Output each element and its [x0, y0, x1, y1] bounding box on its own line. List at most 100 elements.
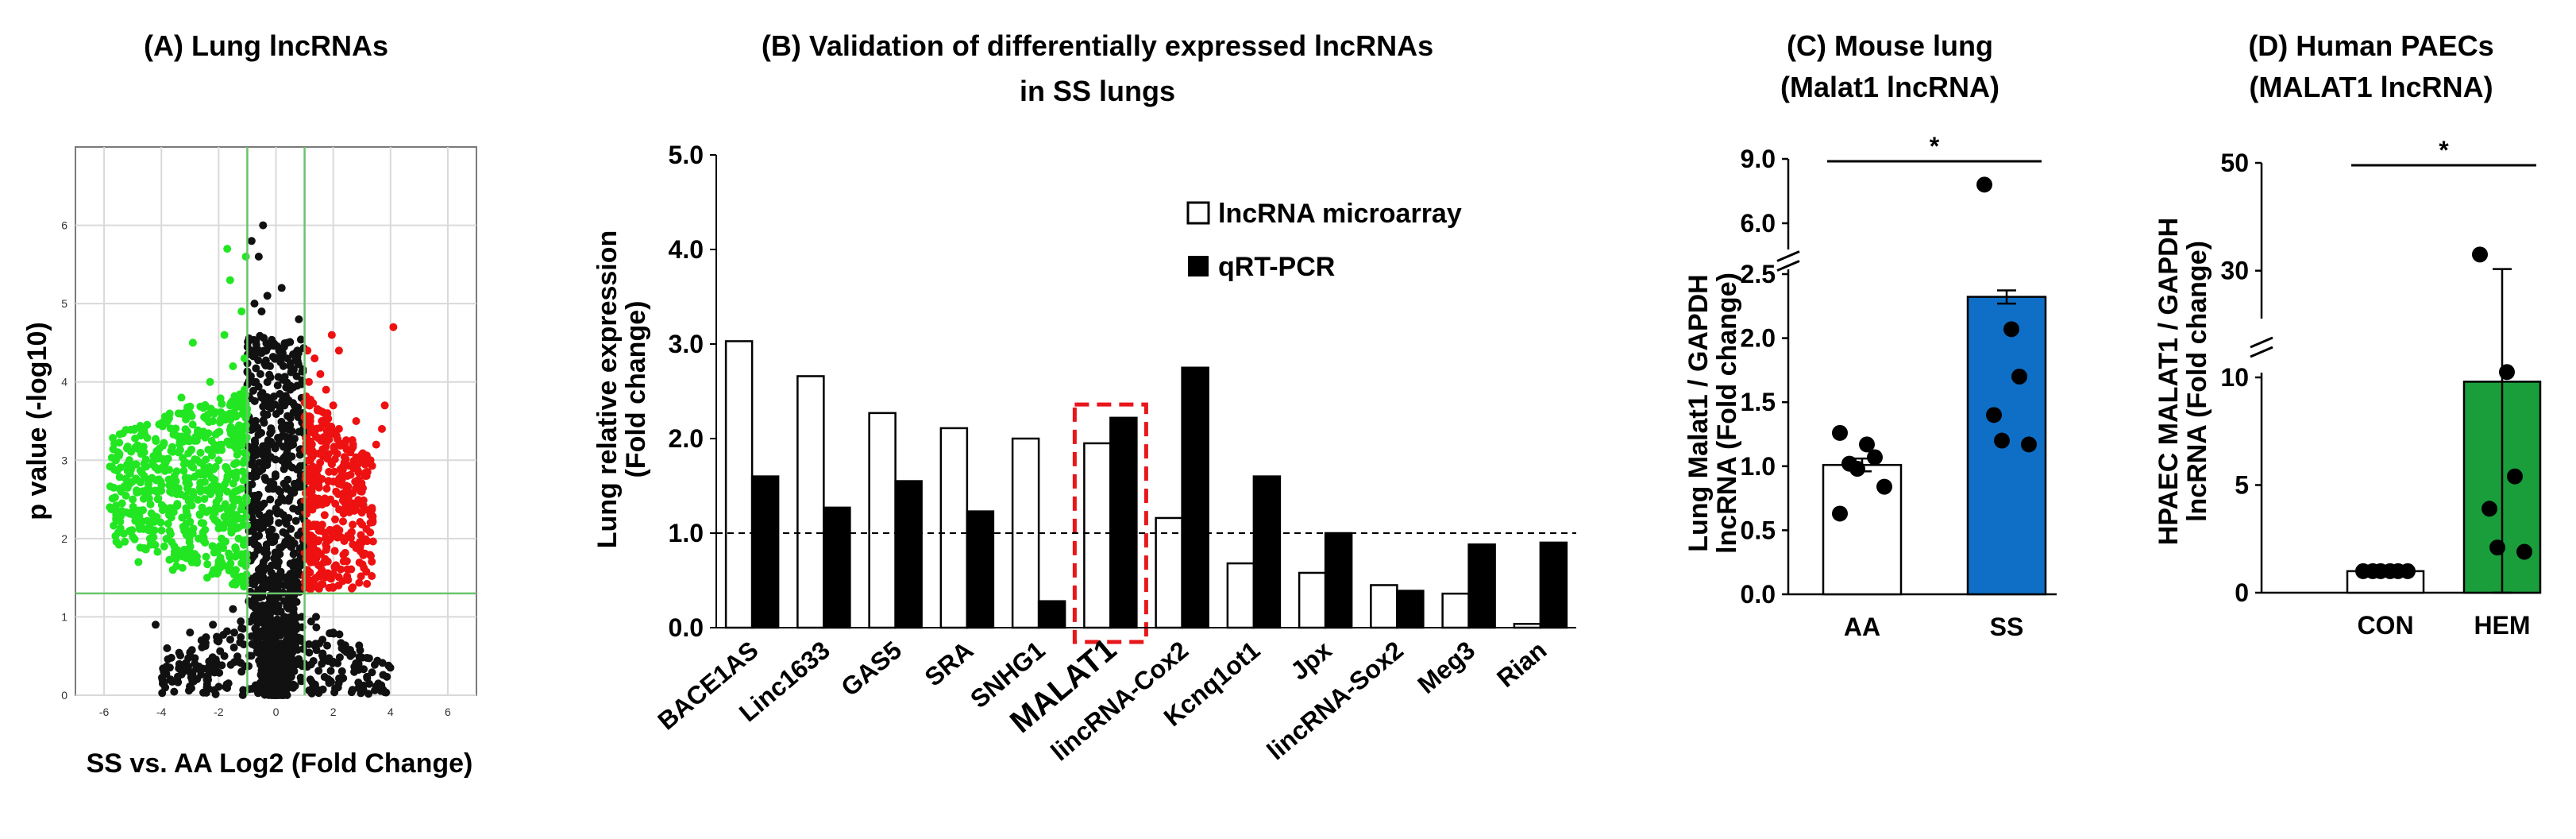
panel-a-point-down [183, 511, 192, 520]
panel-a-point-up [363, 537, 372, 546]
panel-a-point [295, 450, 304, 459]
panel-a-point-up [366, 518, 375, 527]
panel-a-point [248, 480, 256, 489]
panel-a-data-point [234, 393, 243, 402]
panel-b-x-label: Meg3 [1412, 636, 1480, 699]
panel-a-point-down [135, 423, 144, 432]
panel-a-point-ns [239, 686, 248, 694]
panel-a-point-up [354, 475, 363, 484]
panel-a-point-ns [174, 678, 183, 686]
panel-a-point-down [156, 518, 165, 527]
panel-a-point-ns [355, 641, 364, 650]
panel-a-point-down [172, 477, 180, 485]
axis-break-mark [1776, 260, 1800, 272]
panel-a-x-label: SS vs. AA Log2 (Fold Change) [87, 748, 473, 779]
panel-a-point [255, 532, 264, 540]
panel-b-bar-qrtpcr [1181, 366, 1209, 629]
panel-a-point-ns [188, 676, 197, 685]
panel-a-point-ns [280, 659, 288, 667]
panel-a-point [272, 561, 281, 570]
panel-a-point [250, 551, 259, 559]
panel-a-data-point [188, 338, 197, 347]
panel-b-bar-qrtpcr [750, 475, 780, 629]
panel-a-data-point [327, 331, 336, 339]
panel-a-data-point [306, 417, 314, 425]
panel-a-point [284, 460, 293, 469]
panel-b-bar-microarray [939, 427, 969, 629]
panel-a-point-down [178, 563, 187, 572]
panel-a-point-down [221, 500, 229, 508]
panel-a-point [261, 362, 270, 370]
panel-a-point-up [323, 569, 332, 578]
panel-a-point-ns [329, 657, 337, 666]
panel-a-point [259, 561, 268, 570]
panel-a-point-ns [230, 628, 239, 637]
panel-a-point-ns [226, 660, 235, 669]
panel-a-point-up [368, 512, 377, 521]
panel-a-data-point [160, 542, 168, 551]
data-point [2499, 364, 2515, 381]
panel-a-point-down [227, 438, 236, 447]
panel-a-data-point [318, 566, 326, 574]
panel-a-point-down [226, 416, 235, 424]
panel-a-point-down [173, 500, 182, 508]
panel-a-data-point [290, 479, 299, 488]
panel-a-y-label: p value (-log10) [22, 322, 52, 520]
panel-a-point-down [126, 425, 135, 434]
panel-a-data-point [254, 346, 263, 355]
panel-a-data-point [229, 362, 237, 370]
panel-a-point [289, 550, 298, 559]
panel-a-point-ns [378, 659, 387, 667]
panel-a-point-ns [339, 674, 348, 682]
panel-a-y-tick: 3 [61, 454, 67, 466]
panel-a-point-ns [370, 660, 379, 669]
panel-b-bar-qrtpcr [1037, 600, 1066, 629]
panel-b-bar-microarray [1298, 571, 1327, 629]
panel-a-point-down [137, 431, 145, 440]
panel-a-point-down [225, 549, 233, 558]
panel-a-point-ns [290, 667, 299, 675]
panel-a-point [250, 462, 259, 471]
panel-a-point-down [166, 504, 175, 512]
panel-a-point-up [345, 488, 353, 497]
panel-a-point-down [183, 427, 191, 436]
panel-a-point-down [110, 439, 119, 448]
panel-a-point-ns [363, 674, 372, 682]
panel-a-point [284, 497, 293, 505]
panel-a-point-ns [167, 653, 175, 662]
panel-a-data-point [177, 393, 186, 402]
panel-a-point-down [198, 503, 206, 512]
panel-a-point-up [323, 557, 332, 566]
panel-a-data-point [282, 432, 291, 441]
panel-a-point-down [156, 485, 165, 493]
panel-a-point-ns [359, 681, 368, 690]
panel-a-point [291, 354, 300, 362]
panel-a-point-ns [214, 637, 222, 646]
panel-a-point-down [167, 447, 175, 455]
panel-b-y-tick: 5.0 [669, 141, 704, 169]
panel-a-point-ns [229, 644, 238, 652]
panel-a-data-point [286, 362, 295, 370]
y-tick-label: 1.0 [1741, 452, 1776, 481]
panel-a-data-point [254, 253, 263, 261]
panel-a-data-point [349, 464, 357, 473]
panel-a-point [292, 372, 301, 381]
panel-b-bar-microarray [724, 340, 754, 629]
panel-a-point-up [302, 392, 310, 400]
panel-b-bar-microarray [1083, 442, 1112, 629]
panel-a-point-ns [158, 675, 167, 684]
panel-a-point [276, 543, 284, 552]
panel-a-point-up [334, 435, 342, 443]
panel-a-point-up [347, 528, 356, 536]
panel-a-data-point [134, 558, 143, 566]
panel-a-point-down [238, 501, 247, 509]
panel-a-point-down [181, 458, 190, 466]
panel-a-point-ns [263, 621, 272, 630]
panel-a-point-down [160, 455, 168, 464]
panel-a-point-down [220, 411, 229, 420]
panel-a-thresholds [75, 147, 476, 695]
panel-b-x-label: GAS5 [835, 636, 907, 702]
panel-a-data-point [247, 237, 256, 246]
panel-a-point-ns [334, 683, 342, 692]
